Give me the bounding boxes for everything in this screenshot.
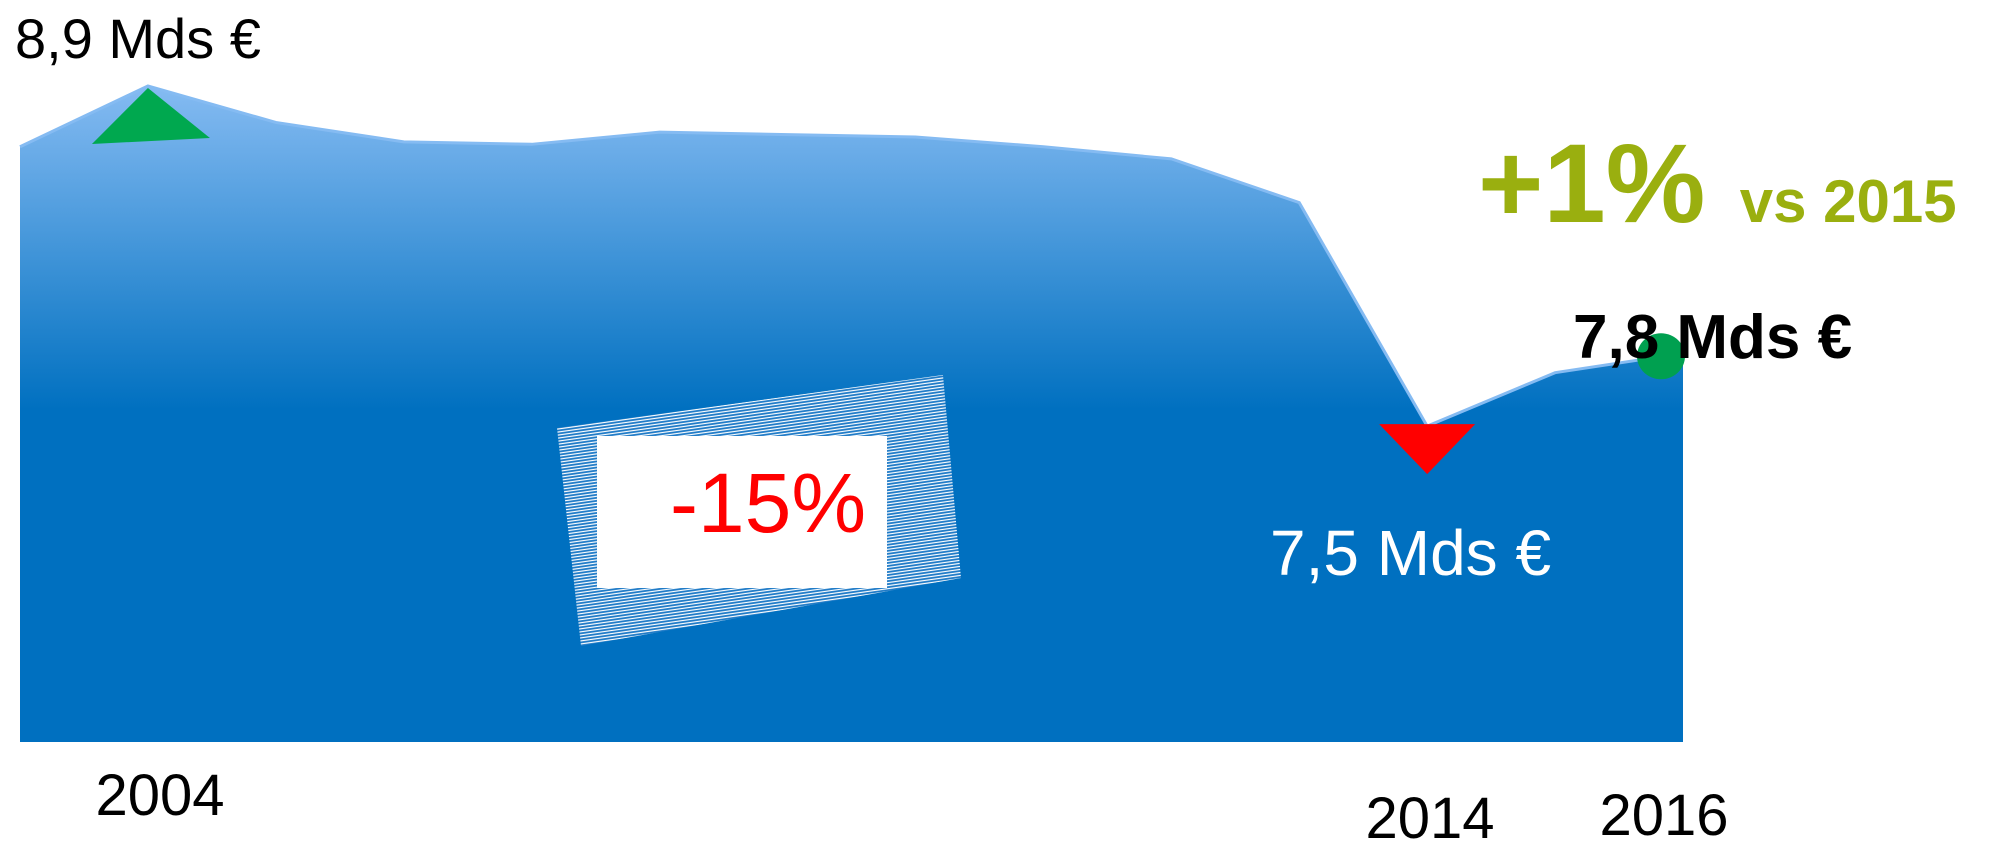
growth-suffix: vs 2015 [1740, 168, 1957, 235]
trough-value-label: 7,5 Mds € [1270, 517, 1551, 589]
change-callout: -15% [557, 375, 961, 646]
trough-down-marker [1379, 424, 1476, 475]
x-tick-label-2016: 2016 [1599, 783, 1728, 842]
change-callout-panel [597, 436, 887, 588]
growth-value: +1% [1478, 121, 1705, 246]
growth-annotation: +1% vs 2015 [1478, 121, 1957, 246]
peak-up-marker [91, 88, 210, 144]
peak-value-label: 8,9 Mds € [15, 7, 261, 70]
x-tick-label-2014: 2014 [1365, 786, 1494, 842]
x-tick-label-2004: 2004 [95, 763, 224, 828]
latest-value-marker [1637, 333, 1685, 380]
x-axis-tick-labels: 2004 2014 2016 [95, 763, 1728, 842]
latest-value-label: 7,8 Mds € [1573, 303, 1852, 372]
area-outline [19, 84, 1684, 429]
change-label: -15% [670, 456, 866, 550]
